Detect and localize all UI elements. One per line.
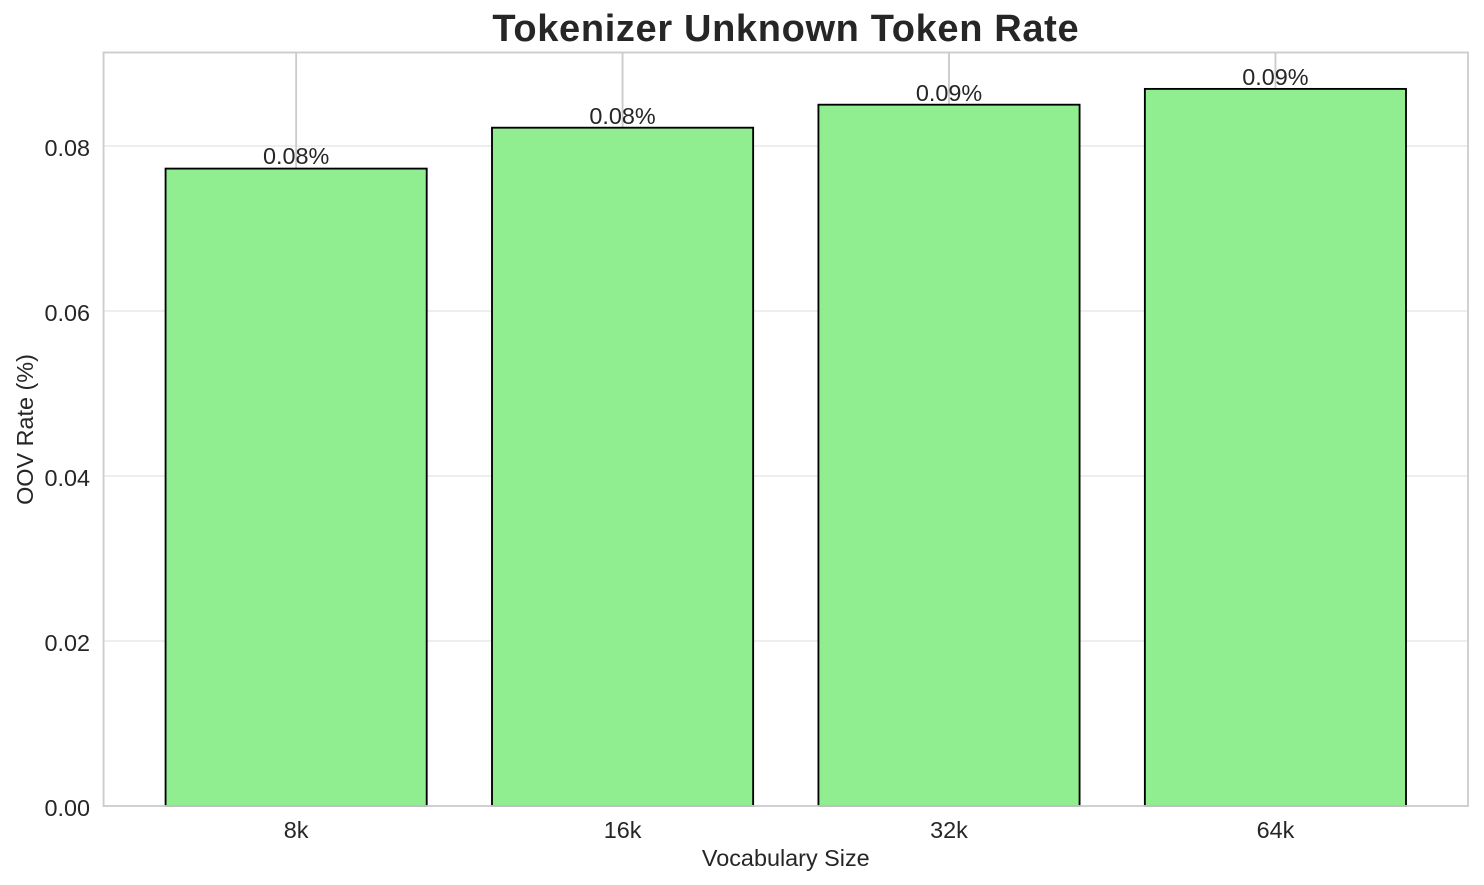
- svg-text:0.04: 0.04: [44, 465, 90, 491]
- svg-text:OOV Rate (%): OOV Rate (%): [12, 354, 38, 505]
- svg-text:Tokenizer Unknown Token Rate: Tokenizer Unknown Token Rate: [492, 8, 1079, 50]
- svg-text:64k: 64k: [1257, 817, 1295, 843]
- svg-text:0.09%: 0.09%: [1242, 64, 1308, 90]
- svg-text:32k: 32k: [930, 817, 968, 843]
- svg-text:0.06: 0.06: [44, 300, 90, 326]
- svg-text:0.09%: 0.09%: [916, 80, 982, 106]
- svg-text:8k: 8k: [284, 817, 309, 843]
- svg-text:0.08%: 0.08%: [263, 143, 329, 169]
- svg-text:16k: 16k: [604, 817, 642, 843]
- svg-text:0.08: 0.08: [44, 135, 90, 161]
- svg-text:0.08%: 0.08%: [589, 103, 655, 129]
- svg-text:0.00: 0.00: [44, 795, 90, 821]
- svg-text:Vocabulary Size: Vocabulary Size: [702, 845, 870, 871]
- svg-text:0.02: 0.02: [44, 630, 90, 656]
